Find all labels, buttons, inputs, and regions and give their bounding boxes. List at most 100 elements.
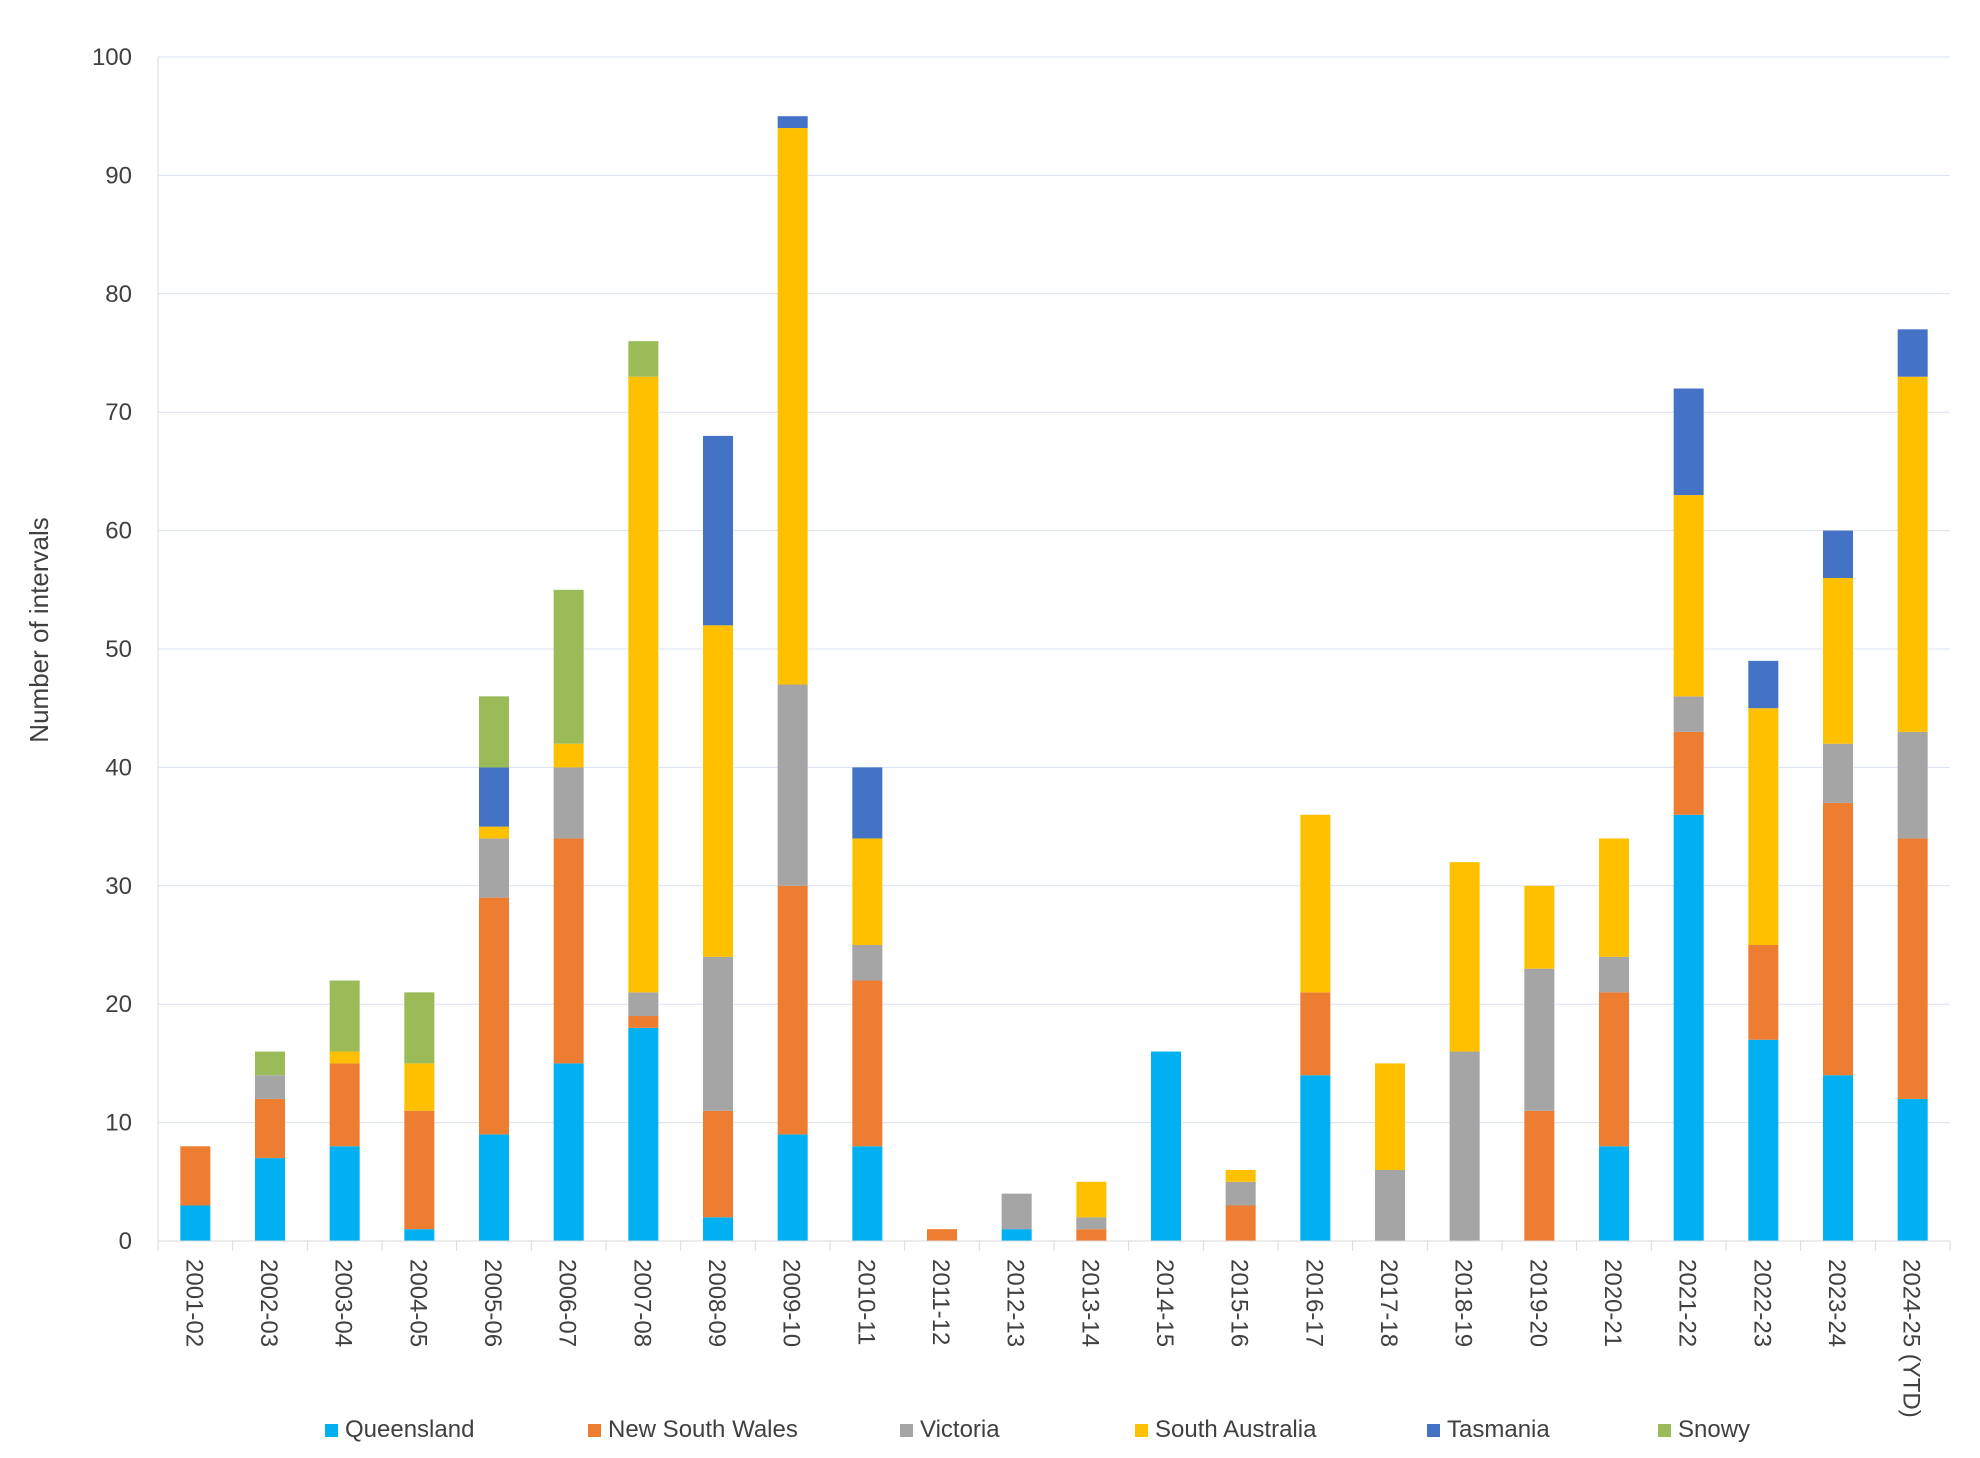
bar-segment-queensland: [180, 1205, 211, 1241]
bar-segment-victoria: [852, 945, 883, 981]
bar-segment-new-south-wales: [1076, 1229, 1107, 1241]
bar-segment-snowy: [404, 992, 435, 1064]
x-tick-label: 2004-05: [404, 1259, 431, 1347]
y-tick-label: 80: [105, 281, 132, 308]
bar-segment-queensland: [404, 1229, 435, 1241]
bar-segment-new-south-wales: [479, 897, 509, 1135]
bars: [180, 116, 1928, 1241]
bar-segment-south-australia: [329, 1051, 360, 1064]
bar-segment-victoria: [1001, 1193, 1032, 1230]
bar-segment-victoria: [1449, 1051, 1480, 1241]
bar-segment-south-australia: [777, 128, 808, 685]
bar-segment-victoria: [255, 1075, 285, 1099]
bar-segment-south-australia: [404, 1063, 435, 1111]
y-tick-label: 50: [105, 636, 132, 663]
legend-label: Queensland: [345, 1416, 474, 1443]
legend-label: South Australia: [1155, 1416, 1317, 1443]
y-tick-label: 60: [105, 518, 132, 545]
bar-segment-victoria: [1375, 1169, 1405, 1241]
legend-swatch: [1427, 1424, 1440, 1437]
y-tick-label: 10: [105, 1110, 132, 1137]
x-tick-label: 2010-11: [852, 1259, 879, 1345]
y-axis-label: Number of intervals: [24, 517, 54, 742]
x-tick-label: 2001-02: [180, 1259, 207, 1347]
y-tick-label: 100: [92, 44, 132, 71]
y-tick-label: 30: [105, 873, 132, 900]
bar-segment-queensland: [777, 1134, 808, 1241]
bar-segment-south-australia: [628, 376, 659, 993]
legend-item-south-australia[interactable]: South Australia: [1135, 1416, 1317, 1443]
bar-segment-south-australia: [1673, 495, 1704, 697]
bar-segment-south-australia: [1076, 1181, 1107, 1218]
x-tick-label: 2014-15: [1151, 1259, 1178, 1347]
bar-segment-snowy: [628, 341, 659, 377]
x-tick-label: 2017-18: [1375, 1259, 1402, 1347]
legend-item-victoria[interactable]: Victoria: [900, 1416, 1000, 1443]
bar-segment-new-south-wales: [1225, 1205, 1256, 1241]
bar-segment-south-australia: [553, 743, 584, 768]
x-tick-label: 2006-07: [554, 1259, 581, 1347]
bar-segment-victoria: [479, 838, 509, 898]
bar-segment-queensland: [1599, 1146, 1629, 1241]
bar-segment-south-australia: [479, 826, 509, 839]
bar-segment-queensland: [1151, 1051, 1181, 1241]
bar-segment-snowy: [479, 696, 509, 768]
x-tick-label: 2021-22: [1674, 1259, 1701, 1347]
bar-segment-queensland: [1748, 1039, 1779, 1241]
legend-label: Snowy: [1678, 1416, 1750, 1443]
legend-swatch: [588, 1424, 601, 1437]
legend-label: Tasmania: [1447, 1416, 1550, 1443]
bar-segment-victoria: [1823, 743, 1853, 803]
bar-segment-queensland: [1001, 1229, 1032, 1241]
legend-swatch: [1658, 1424, 1671, 1437]
y-axis: 0 10 20 30 40 50 60 70 80 90 100: [92, 44, 159, 1255]
legend[interactable]: Queensland New South Wales Victoria South A…: [325, 1416, 1750, 1443]
bar-segment-new-south-wales: [1524, 1110, 1555, 1241]
bar-segment-south-australia: [1449, 862, 1480, 1052]
bar-segment-victoria: [1076, 1217, 1107, 1230]
bar-segment-victoria: [703, 956, 733, 1111]
bar-segment-tasmania: [1673, 388, 1704, 496]
bar-segment-south-australia: [1599, 838, 1629, 957]
legend-item-new-south-wales[interactable]: New South Wales: [588, 1416, 798, 1443]
bar-segment-queensland: [479, 1134, 509, 1241]
x-tick-label: 2024-25 (YTD): [1898, 1259, 1925, 1418]
legend-swatch: [325, 1424, 338, 1437]
bar-segment-queensland: [1300, 1075, 1331, 1241]
bar-segment-new-south-wales: [1823, 802, 1853, 1076]
bar-segment-new-south-wales: [1599, 992, 1629, 1147]
x-tick-label: 2008-09: [703, 1259, 730, 1347]
bar-segment-tasmania: [703, 435, 733, 626]
y-tick-label: 20: [105, 991, 132, 1018]
legend-item-queensland[interactable]: Queensland: [325, 1416, 474, 1443]
gridlines: [158, 56, 1950, 1124]
bar-segment-tasmania: [1897, 329, 1928, 377]
x-tick-label: 2012-13: [1002, 1259, 1029, 1347]
bar-segment-queensland: [703, 1217, 733, 1241]
x-tick-label: 2015-16: [1226, 1259, 1253, 1347]
bar-segment-queensland: [553, 1063, 584, 1241]
legend-item-tasmania[interactable]: Tasmania: [1427, 1416, 1550, 1443]
bar-segment-snowy: [329, 980, 360, 1052]
bar-segment-south-australia: [703, 625, 733, 957]
bar-segment-new-south-wales: [852, 980, 883, 1147]
bar-segment-south-australia: [1375, 1063, 1405, 1170]
bar-segment-south-australia: [1524, 885, 1555, 969]
bar-segment-queensland: [1897, 1098, 1928, 1241]
bar-segment-new-south-wales: [1748, 945, 1779, 1040]
legend-label: New South Wales: [608, 1416, 798, 1443]
x-tick-label: 2020-21: [1599, 1259, 1626, 1347]
bar-segment-south-australia: [852, 838, 883, 945]
bar-segment-south-australia: [1823, 577, 1853, 744]
bar-segment-victoria: [1897, 731, 1928, 839]
bar-segment-new-south-wales: [1673, 731, 1704, 815]
legend-item-snowy[interactable]: Snowy: [1658, 1416, 1750, 1443]
bar-segment-tasmania: [479, 767, 509, 827]
x-tick-label: 2013-14: [1076, 1259, 1103, 1347]
x-tick-label: 2018-19: [1450, 1259, 1477, 1347]
bar-segment-victoria: [1599, 956, 1629, 993]
bar-segment-new-south-wales: [1300, 992, 1331, 1076]
bar-segment-new-south-wales: [777, 885, 808, 1135]
bar-segment-snowy: [553, 589, 584, 744]
